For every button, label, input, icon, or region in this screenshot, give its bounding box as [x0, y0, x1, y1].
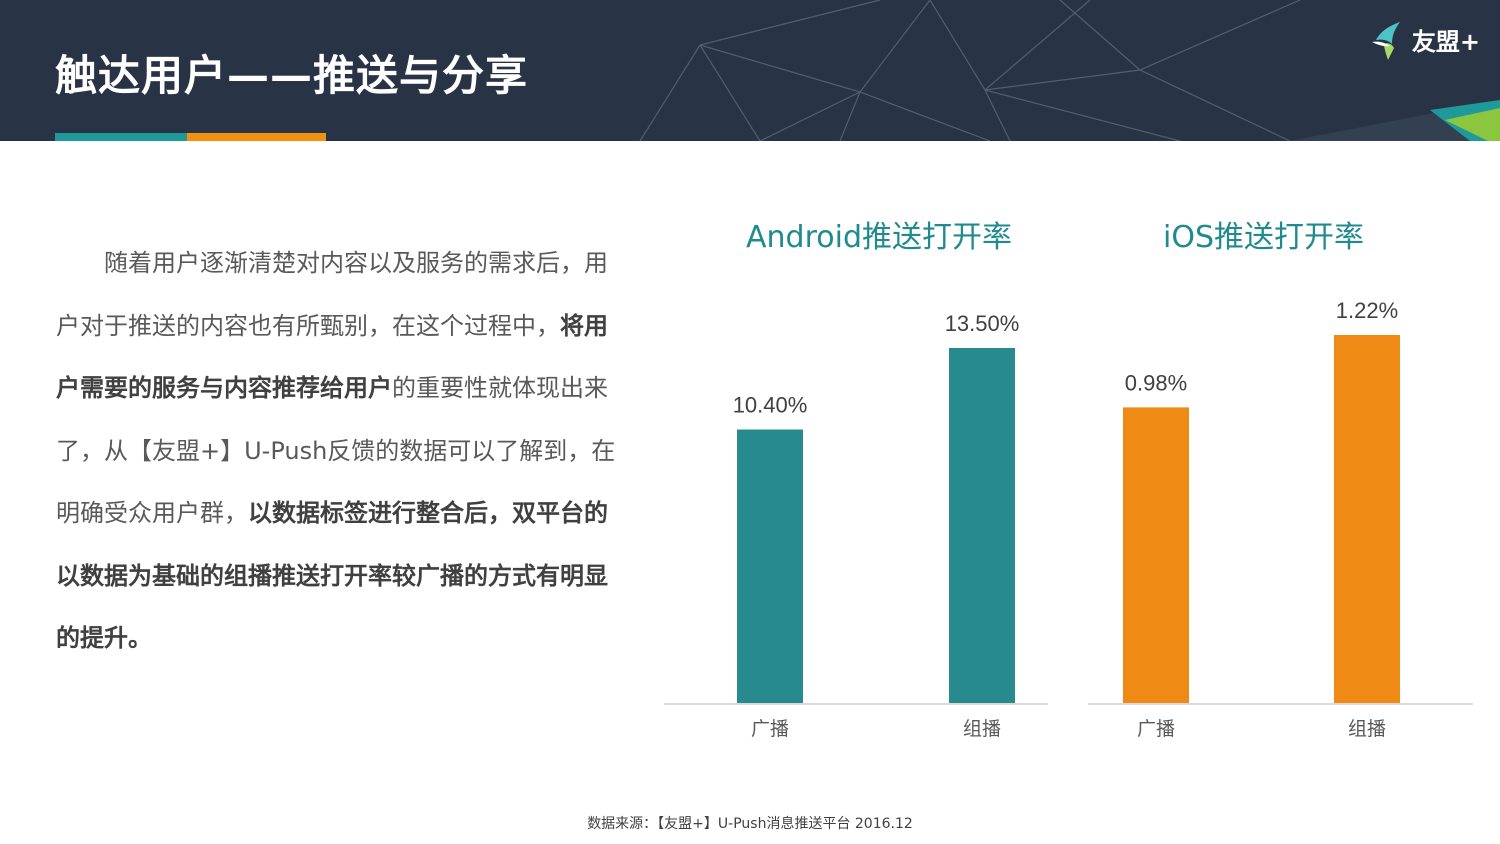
- description-paragraph: 随着用户逐渐清楚对内容以及服务的需求后，用户对于推送的内容也有所甄别，在这个过程…: [56, 232, 616, 670]
- data-label-1-1: 1.22%: [1336, 298, 1398, 323]
- category-label-1-1: 组播: [1348, 718, 1386, 740]
- accent-bar-teal: [55, 133, 187, 141]
- bar-0-1: [949, 348, 1015, 703]
- category-label-0-0: 广播: [751, 718, 789, 740]
- paragraph-text-2: 的重要性就体现出来了，从【友盟+】U-Push反馈的数据可以了解到，在明确受众用…: [56, 374, 616, 527]
- accent-bar-orange: [187, 133, 326, 141]
- category-label-1-0: 广播: [1137, 718, 1175, 740]
- page-title: 触达用户——推送与分享: [55, 51, 529, 100]
- ios-chart-title: iOS推送打开率: [1163, 220, 1364, 255]
- category-label-0-1: 组播: [963, 718, 1001, 740]
- paragraph-highlight-1: 将用户需要的服务与内容推荐给用户: [56, 311, 608, 403]
- brand-logo: 友盟+: [1370, 18, 1480, 60]
- header-banner: 触达用户——推送与分享 友盟+: [0, 0, 1500, 141]
- data-label-0-0: 10.40%: [733, 393, 808, 418]
- paragraph-highlight-2: 以数据标签进行整合后，双平台的以数据为基础的组播推送打开率较广播的方式有明显的提…: [56, 499, 608, 652]
- bar-0-0: [737, 429, 803, 703]
- logo-text: 友盟+: [1411, 27, 1480, 56]
- bird-logo-icon: [1371, 22, 1400, 60]
- header-line-pattern: [639, 0, 1500, 141]
- data-label-0-1: 13.50%: [945, 311, 1020, 336]
- data-source-note: 数据来源：【友盟+】U-Push消息推送平台 2016.12: [587, 816, 913, 832]
- data-label-1-0: 0.98%: [1125, 370, 1187, 395]
- android-chart-title: Android推送打开率: [746, 220, 1012, 255]
- paragraph-text-1: 随着用户逐渐清楚对内容以及服务的需求后，用户对于推送的内容也有所甄别，在这个过程…: [56, 249, 608, 340]
- bar-1-0: [1123, 407, 1189, 703]
- bar-1-1: [1334, 335, 1400, 703]
